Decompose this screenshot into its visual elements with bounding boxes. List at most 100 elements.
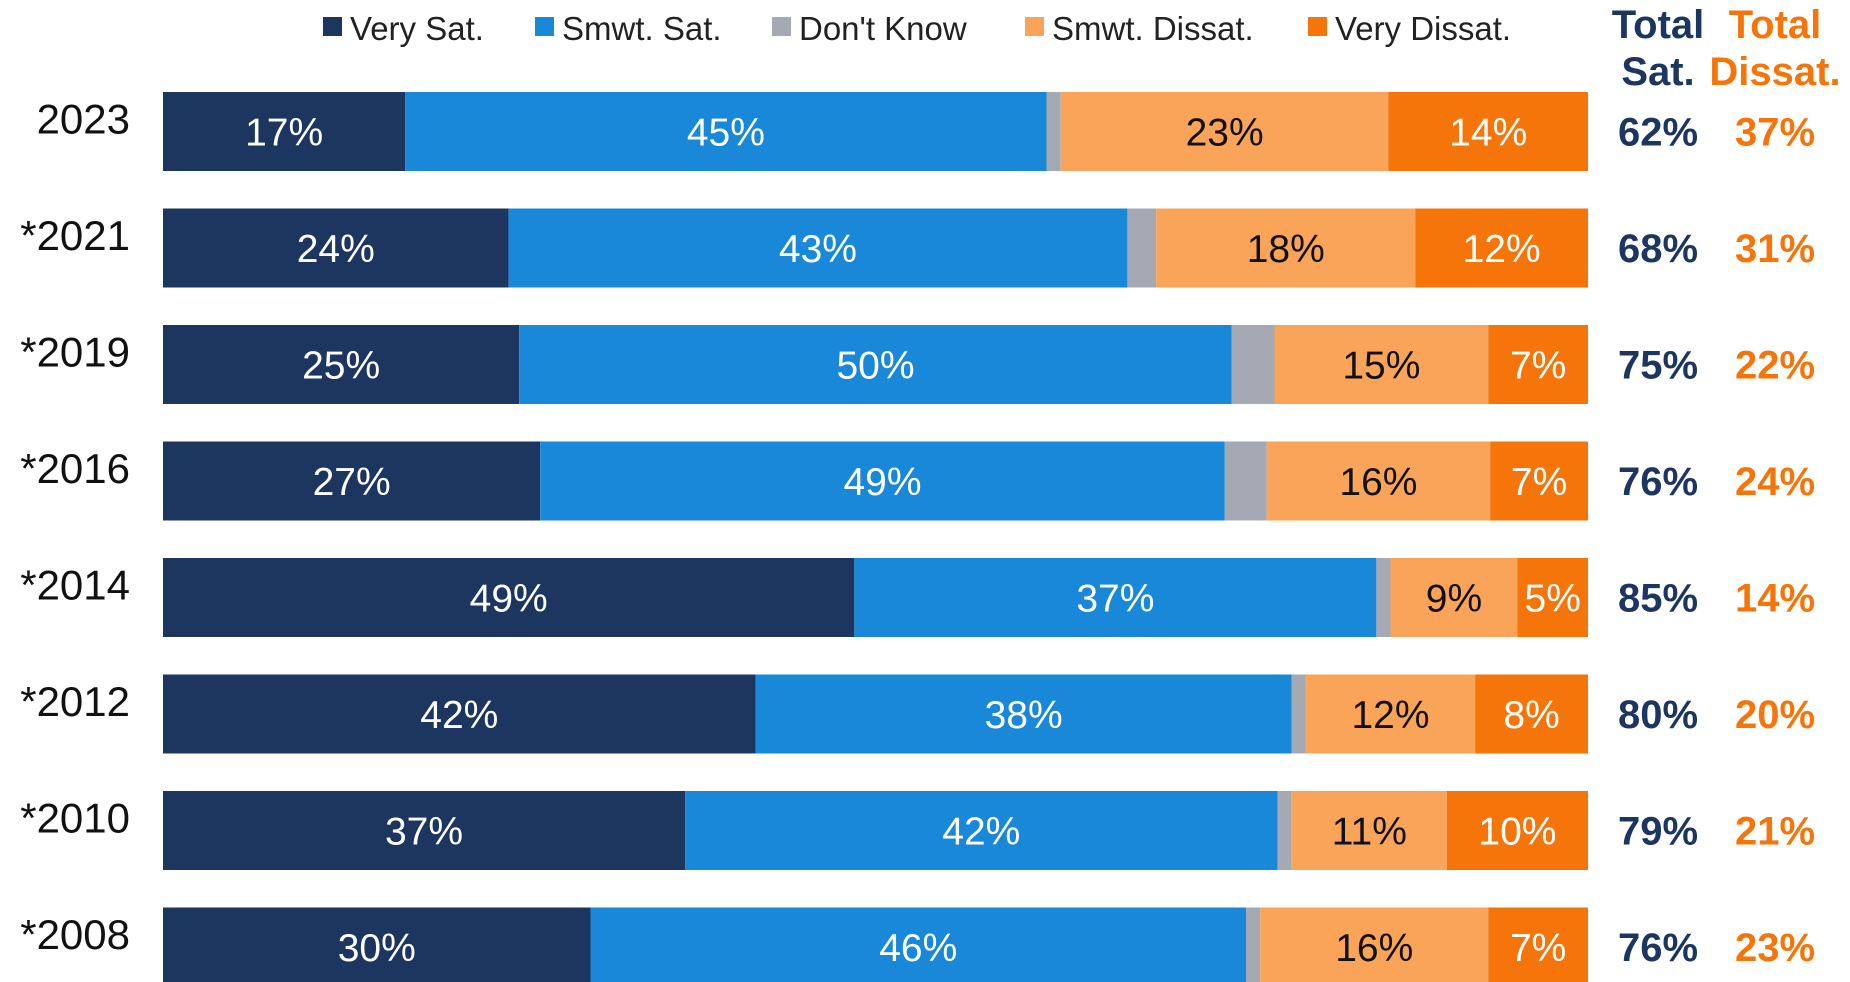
legend-item-2: Smwt. Sat. [535, 10, 722, 47]
total-dissat-value: 23% [1735, 926, 1815, 970]
data-label: 50% [836, 345, 914, 388]
total-dissat-header: Dissat. [1709, 50, 1840, 94]
total-dissat-value: 24% [1735, 460, 1815, 504]
bar-segment [163, 674, 756, 754]
legend-swatch [535, 17, 554, 36]
data-label: 43% [779, 228, 857, 271]
bar-segment [755, 674, 1292, 754]
bar-segment [590, 907, 1246, 982]
year-label: *2021 [20, 212, 130, 259]
total-sat-value: 68% [1618, 227, 1698, 271]
legend-label: Don't Know [799, 10, 967, 47]
bar-segment [1246, 907, 1261, 982]
legend-item-1: Very Sat. [323, 10, 484, 47]
data-label: 18% [1247, 228, 1325, 271]
data-label: 42% [942, 811, 1020, 854]
bar-row: 2023 17% 45% 23% 14% 62% 37% [37, 92, 1815, 171]
data-label: 45% [687, 112, 765, 155]
year-label: *2012 [20, 678, 130, 725]
data-label: 42% [420, 694, 498, 737]
legend-label: Smwt. Dissat. [1052, 10, 1254, 47]
bar-segment [685, 791, 1278, 870]
data-label: 12% [1463, 228, 1541, 271]
bar-segment [1488, 907, 1588, 982]
data-label: 46% [879, 927, 957, 970]
bar-segment [519, 325, 1232, 404]
bar-segment [1475, 674, 1588, 754]
bar-segment [1277, 791, 1292, 870]
data-label: 11% [1332, 811, 1407, 854]
bar-segment [1274, 325, 1489, 404]
bar-segment [1060, 92, 1389, 171]
bar-segment [1224, 441, 1267, 521]
data-label: 23% [1186, 112, 1264, 155]
legend-swatch [1308, 17, 1327, 36]
total-sat-value: 79% [1618, 810, 1698, 854]
data-label: 8% [1503, 694, 1559, 737]
legend-label: Very Sat. [350, 10, 484, 47]
total-dissat-value: 14% [1735, 577, 1815, 621]
bar-segment [1266, 441, 1491, 521]
bar-segment [163, 441, 541, 521]
bar-segment [1127, 208, 1157, 288]
data-label: 25% [302, 345, 380, 388]
year-label: *2016 [20, 445, 130, 492]
data-label: 49% [470, 578, 548, 621]
data-label: 24% [297, 228, 375, 271]
legend: Very Sat. Smwt. Sat. Don't Know Smwt. Dissa… [323, 10, 1511, 47]
bar-segment [405, 92, 1047, 171]
data-label: 37% [1076, 578, 1154, 621]
total-sat-header: Total [1612, 3, 1705, 47]
data-label: 14% [1449, 112, 1527, 155]
bar-segment [163, 907, 591, 982]
legend-swatch [323, 17, 342, 36]
total-dissat-value: 22% [1735, 344, 1815, 388]
bar-segment [1517, 558, 1588, 637]
legend-swatch [1025, 17, 1044, 36]
data-label: 5% [1525, 578, 1581, 621]
bar-segment [1490, 441, 1588, 521]
bar-row: *2010 37% 42% 11% 10% 79% 21% [20, 791, 1815, 870]
bar-segment [163, 208, 509, 288]
total-dissat-header: Total [1729, 3, 1822, 47]
data-label: 27% [313, 461, 391, 504]
bar-segment [1046, 92, 1061, 171]
bar-row: *2008 30% 46% 16% 7% 76% 23% [20, 907, 1815, 982]
legend-label: Smwt. Sat. [562, 10, 722, 47]
total-dissat-value: 37% [1735, 111, 1815, 155]
total-dissat-value: 21% [1735, 810, 1815, 854]
bar-segment [163, 92, 406, 171]
bar-row: *2014 49% 37% 9% 5% 85% 14% [20, 558, 1815, 637]
data-label: 30% [338, 927, 416, 970]
bar-segment [1390, 558, 1518, 637]
bar-segment [1415, 208, 1588, 288]
year-label: *2019 [20, 329, 130, 376]
legend-item-5: Very Dissat. [1308, 10, 1511, 47]
bar-segment [163, 558, 855, 637]
bar-segment [1260, 907, 1489, 982]
bar-segment [854, 558, 1377, 637]
total-sat-value: 85% [1618, 577, 1698, 621]
total-sat-value: 76% [1618, 926, 1698, 970]
bar-row: *2019 25% 50% 15% 7% 75% 22% [20, 325, 1815, 404]
total-sat-value: 80% [1618, 693, 1698, 737]
bar-segment [1231, 325, 1275, 404]
data-label: 17% [245, 112, 323, 155]
bar-segment [1446, 791, 1588, 870]
data-label: 12% [1351, 694, 1429, 737]
data-label: 38% [985, 694, 1063, 737]
total-sat-header: Sat. [1621, 50, 1694, 94]
data-label: 16% [1335, 927, 1413, 970]
bar-segment [163, 325, 520, 404]
data-label: 49% [843, 461, 921, 504]
legend-label: Very Dissat. [1335, 10, 1511, 47]
year-label: *2010 [20, 795, 130, 842]
data-label: 16% [1339, 461, 1417, 504]
bar-segment [163, 791, 686, 870]
legend-swatch [772, 17, 791, 36]
bar-segment [508, 208, 1128, 288]
legend-item-3: Don't Know [772, 10, 967, 47]
data-label: 9% [1426, 578, 1482, 621]
bar-row: *2012 42% 38% 12% 8% 80% 20% [20, 674, 1815, 754]
